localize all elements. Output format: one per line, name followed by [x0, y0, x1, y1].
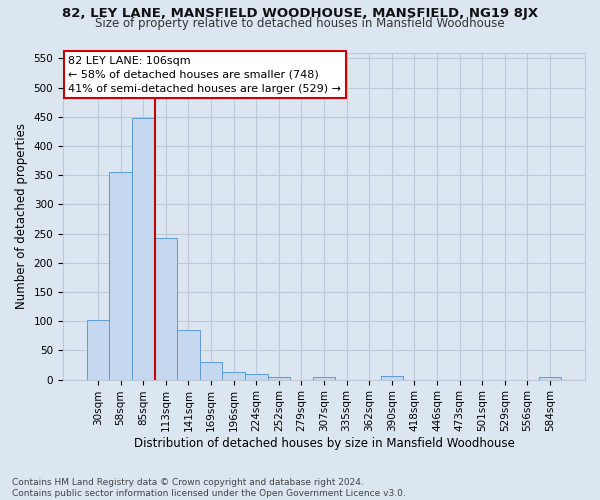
Bar [539, 376, 561, 380]
Bar [109, 172, 132, 380]
Text: 82 LEY LANE: 106sqm
← 58% of detached houses are smaller (748)
41% of semi-detac: 82 LEY LANE: 106sqm ← 58% of detached ho… [68, 56, 341, 94]
Bar [268, 376, 290, 380]
Text: 82, LEY LANE, MANSFIELD WOODHOUSE, MANSFIELD, NG19 8JX: 82, LEY LANE, MANSFIELD WOODHOUSE, MANSF… [62, 8, 538, 20]
Bar [87, 320, 109, 380]
Y-axis label: Number of detached properties: Number of detached properties [15, 123, 28, 309]
Bar [313, 376, 335, 380]
Bar [200, 362, 223, 380]
Bar [223, 372, 245, 380]
Bar [177, 330, 200, 380]
Bar [380, 376, 403, 380]
X-axis label: Distribution of detached houses by size in Mansfield Woodhouse: Distribution of detached houses by size … [134, 437, 514, 450]
Bar [132, 118, 155, 380]
Text: Contains HM Land Registry data © Crown copyright and database right 2024.
Contai: Contains HM Land Registry data © Crown c… [12, 478, 406, 498]
Bar [155, 238, 177, 380]
Text: Size of property relative to detached houses in Mansfield Woodhouse: Size of property relative to detached ho… [95, 18, 505, 30]
Bar [245, 374, 268, 380]
